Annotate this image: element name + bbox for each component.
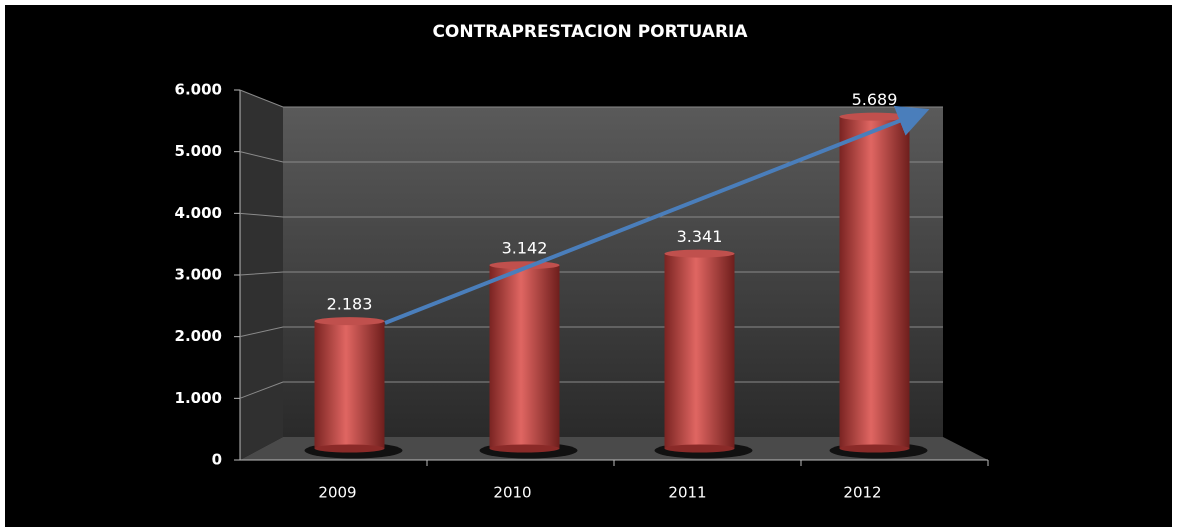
x-tick-label: 2011 (668, 484, 706, 502)
value-label: 3.341 (677, 227, 723, 246)
grid-line (239, 151, 943, 163)
y-tick-label: 2.000 (175, 327, 222, 345)
bar-base (664, 444, 735, 453)
y-tick-label: 3.000 (175, 266, 222, 284)
value-label: 5.689 (852, 90, 898, 109)
grid-line (239, 212, 943, 218)
trend-arrow (384, 105, 930, 325)
x-tick-label: 2012 (843, 484, 881, 502)
bar (839, 116, 910, 449)
y-tick-label: 5.000 (175, 142, 222, 160)
bar-top (839, 112, 910, 121)
y-tick-label: 0 (212, 451, 222, 469)
bar (314, 321, 385, 449)
labels: 0 1.000 2.000 3.000 4.000 5.000 6.000 2009 2.183… (175, 81, 898, 502)
bar-top (664, 249, 735, 258)
side-wall (240, 90, 283, 460)
chart-title: CONTRAPRESTACION PORTUARIA (432, 22, 748, 42)
value-label: 2.183 (327, 295, 373, 314)
floor (240, 437, 988, 460)
value-label: 3.142 (502, 239, 548, 258)
bar-base (839, 444, 910, 453)
bar (489, 265, 560, 449)
bar-top (314, 317, 385, 326)
grid-line (239, 89, 943, 108)
marks (234, 89, 989, 466)
bar-base (314, 444, 385, 453)
x-tick-label: 2009 (318, 484, 356, 502)
y-tick-label: 4.000 (175, 204, 222, 222)
bar-base (489, 444, 560, 453)
bar (664, 253, 735, 449)
y-tick-label: 6.000 (175, 81, 222, 99)
y-tick-label: 1.000 (175, 389, 222, 407)
x-tick-label: 2010 (493, 484, 531, 502)
